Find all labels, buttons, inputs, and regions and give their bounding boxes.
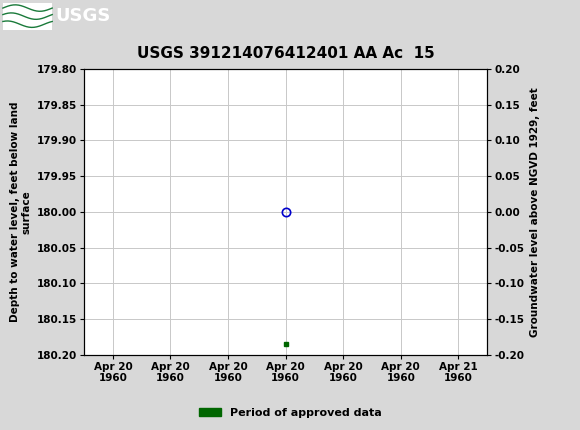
Y-axis label: Groundwater level above NGVD 1929, feet: Groundwater level above NGVD 1929, feet (530, 87, 540, 337)
Title: USGS 391214076412401 AA Ac  15: USGS 391214076412401 AA Ac 15 (137, 46, 434, 61)
Y-axis label: Depth to water level, feet below land
surface: Depth to water level, feet below land su… (10, 101, 31, 322)
Bar (3, 3, 52, 30)
Legend: Period of approved data: Period of approved data (194, 403, 386, 422)
Text: USGS: USGS (55, 7, 110, 25)
